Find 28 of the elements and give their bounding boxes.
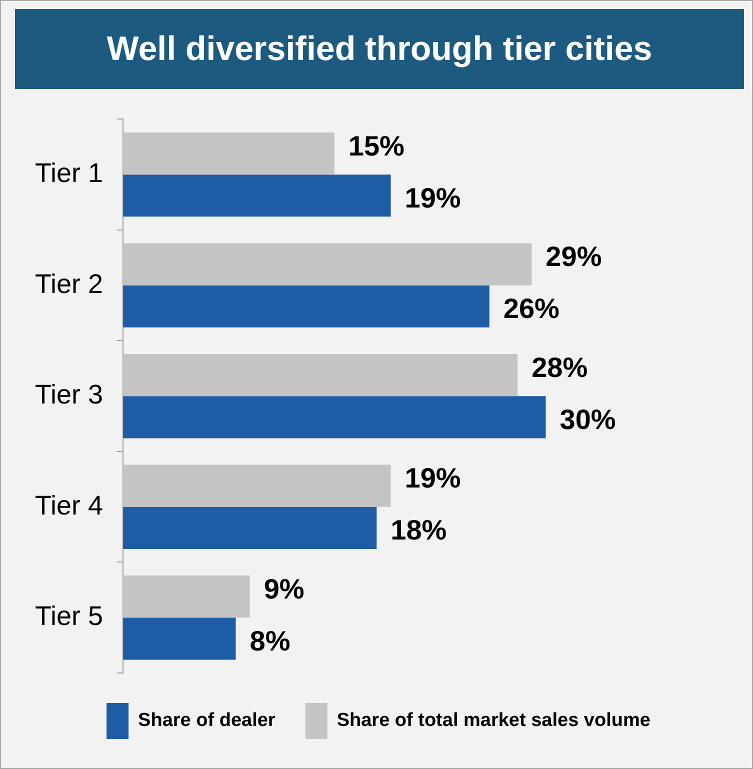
bar <box>123 243 532 286</box>
chart-title: Well diversified through tier cities <box>15 9 744 89</box>
bar <box>123 285 490 328</box>
bar <box>123 132 334 175</box>
data-label: 19% <box>404 182 461 214</box>
y-tick-label: Tier 2 <box>35 268 104 299</box>
legend-label: Share of dealer <box>138 710 276 732</box>
data-label: 28% <box>532 352 588 383</box>
data-label: 19% <box>404 462 461 494</box>
data-label: 18% <box>390 514 447 546</box>
legend-label: Share of total market sales volume <box>336 710 650 732</box>
bar <box>123 576 250 618</box>
data-label: 29% <box>546 241 602 272</box>
y-tick-label: Tier 4 <box>35 490 104 520</box>
data-label: 15% <box>348 130 405 162</box>
bar <box>123 396 546 438</box>
y-tick-label: Tier 5 <box>35 601 104 632</box>
bar <box>123 618 236 660</box>
data-label: 26% <box>503 293 560 324</box>
data-label: 30% <box>560 404 616 435</box>
bar <box>123 464 391 507</box>
data-label: 8% <box>250 625 290 656</box>
bar <box>123 174 391 217</box>
bar <box>123 354 518 396</box>
bar <box>123 506 377 549</box>
y-tick-label: Tier 1 <box>35 158 104 188</box>
data-label: 9% <box>264 573 304 604</box>
y-tick-label: Tier 3 <box>35 380 104 410</box>
